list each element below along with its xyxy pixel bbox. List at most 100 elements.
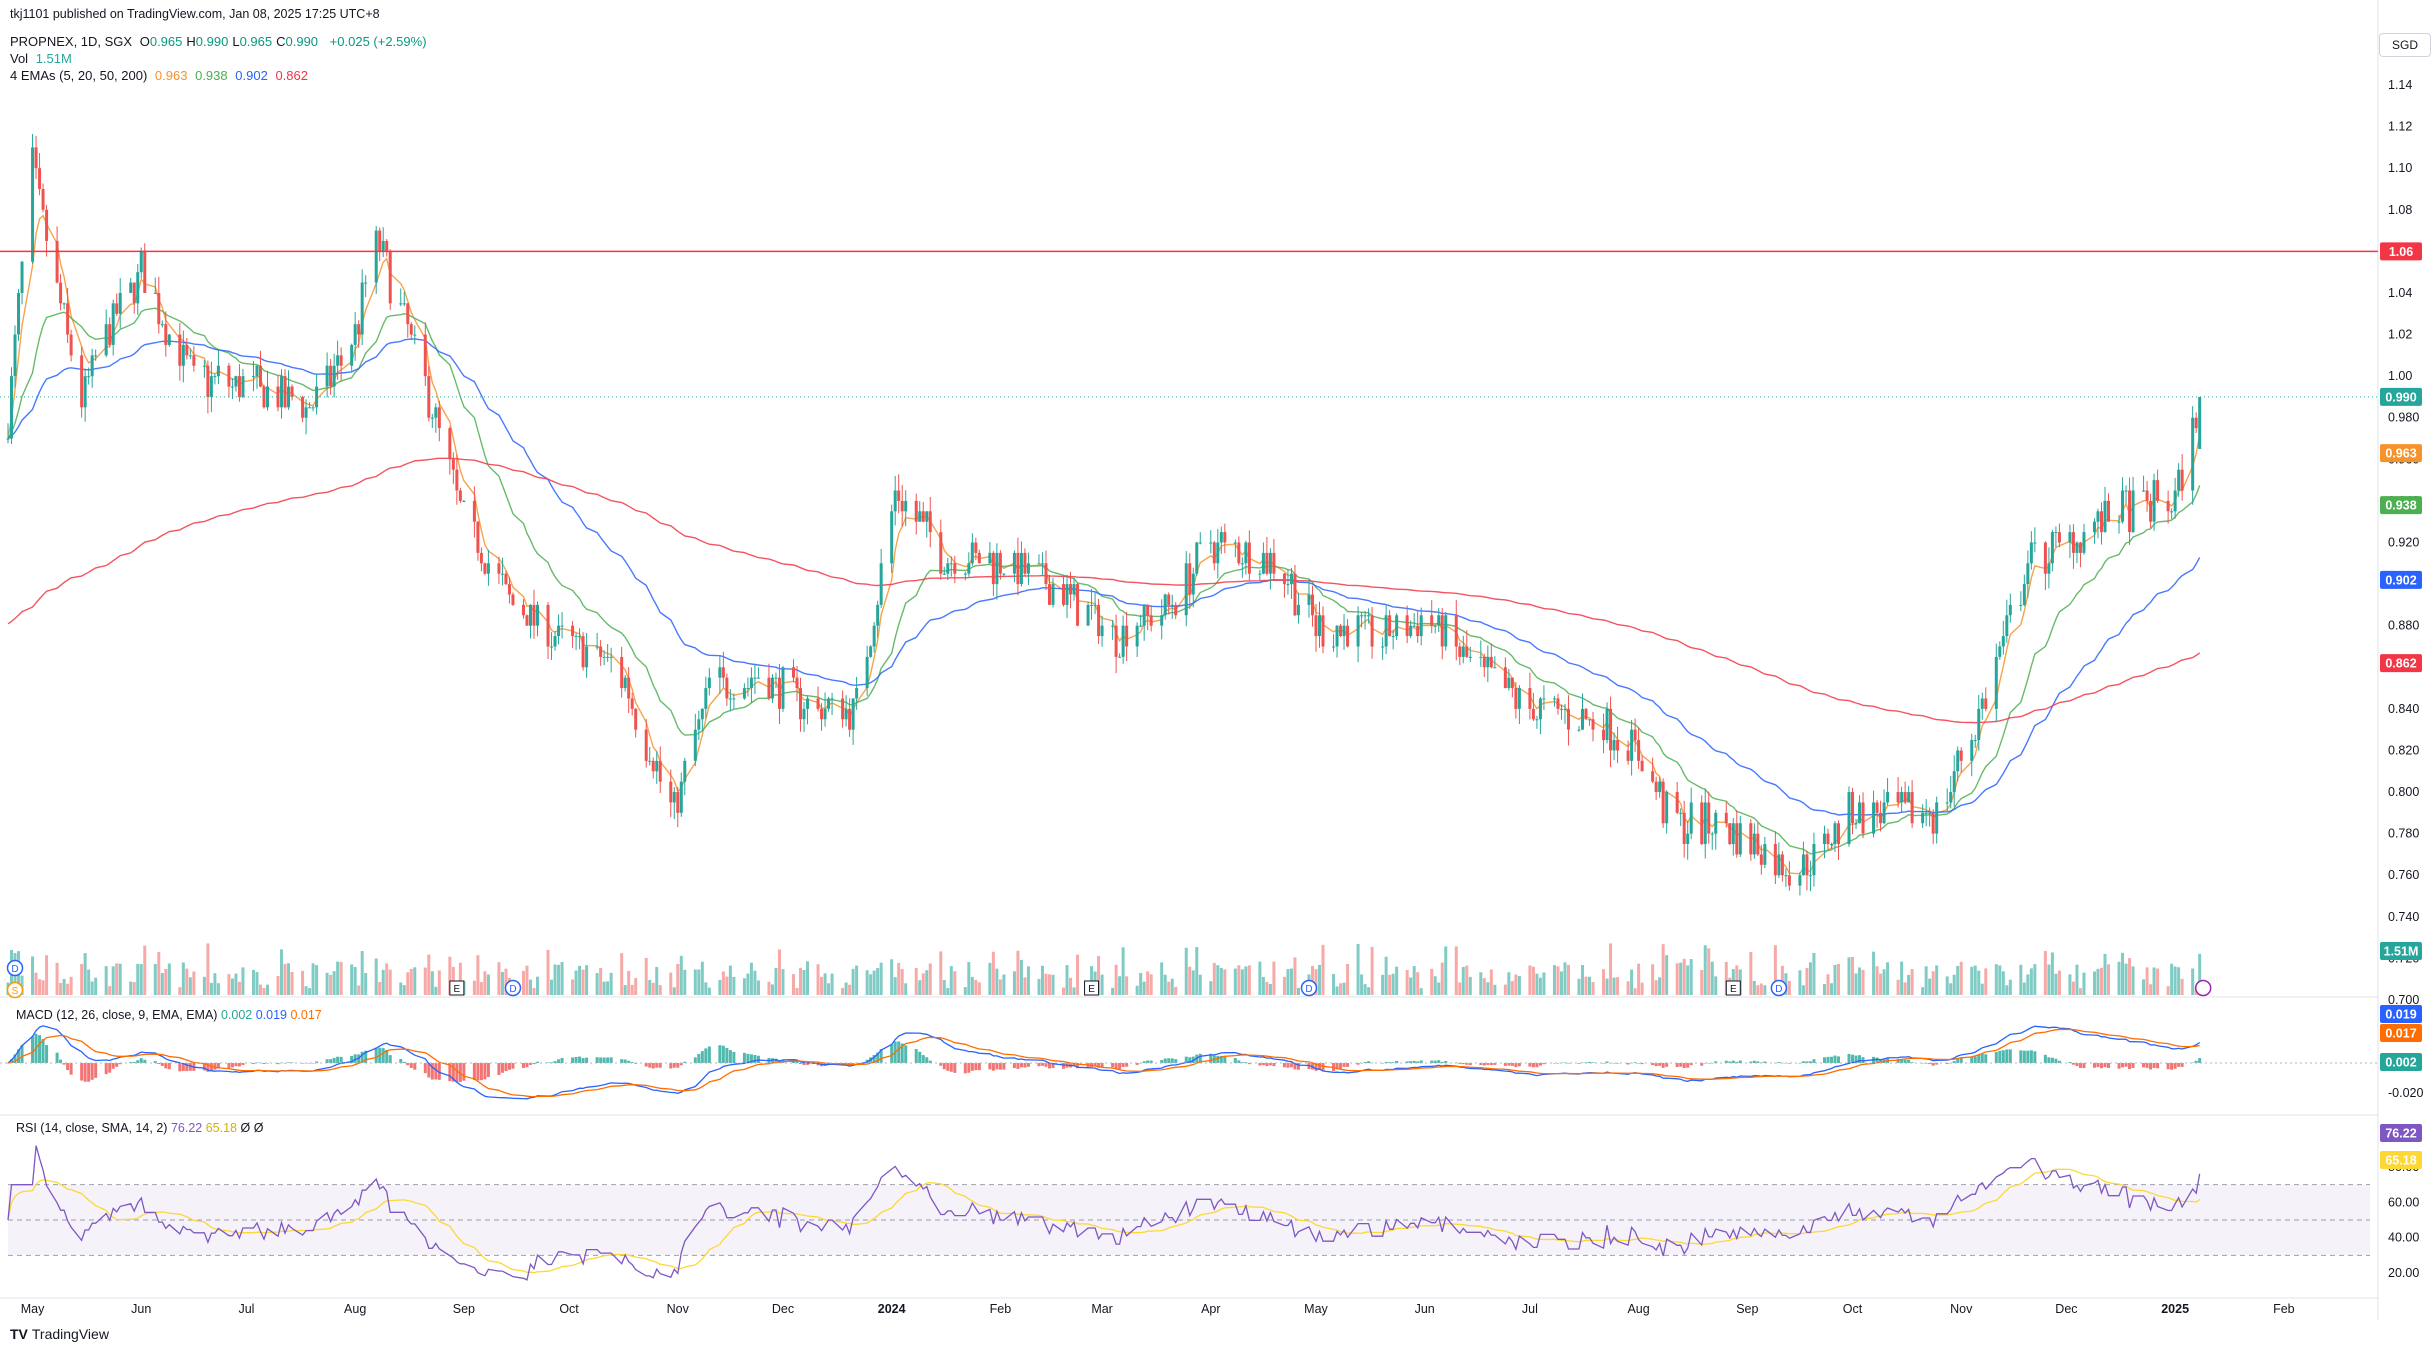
macd-histogram-bar	[1675, 1063, 1679, 1067]
tradingview-logo[interactable]: TV TradingView	[10, 1326, 109, 1342]
volume-bar	[1735, 965, 1739, 995]
macd-histogram-bar	[683, 1061, 687, 1063]
price-tick-label: 0.920	[2388, 536, 2419, 550]
macd-histogram-bar	[462, 1063, 466, 1081]
macd-histogram-bar	[1062, 1063, 1066, 1069]
candle-body	[1339, 625, 1343, 637]
volume-bar	[820, 976, 824, 995]
macd-histogram-bar	[339, 1056, 343, 1063]
macd-histogram-bar	[1566, 1063, 1570, 1064]
candle-body	[1928, 812, 1932, 814]
candle-body	[683, 760, 687, 782]
candle-body	[2033, 542, 2037, 544]
volume-bar	[1756, 985, 1760, 995]
macd-histogram-bar	[1076, 1063, 1080, 1069]
rsi-legend: RSI (14, close, SMA, 14, 2) 76.22 65.18 …	[16, 1121, 263, 1135]
macd-histogram-bar	[178, 1063, 182, 1072]
macd-histogram-bar	[2078, 1063, 2082, 1068]
volume-bar	[1454, 946, 1458, 995]
ohlc-key-o: O	[139, 34, 150, 49]
ohlc-value-o: 0.965	[149, 34, 183, 49]
macd-histogram-bar	[1805, 1061, 1809, 1063]
candle-body	[483, 563, 487, 574]
volume-bar	[1949, 983, 1953, 995]
candle-body	[1040, 563, 1044, 565]
macd-histogram-bar	[308, 1063, 312, 1064]
macd-signal-value: 0.017	[290, 1008, 322, 1022]
candle-body	[620, 656, 624, 689]
macd-histogram-bar	[2152, 1063, 2156, 1068]
candle-body	[599, 646, 603, 657]
volume-bar	[879, 962, 883, 995]
candle-body	[725, 677, 729, 699]
ema20-value: 0.938	[195, 68, 228, 83]
macd-histogram-bar	[1528, 1063, 1532, 1067]
volume-bar	[1773, 945, 1777, 995]
macd-histogram-bar	[1339, 1063, 1343, 1069]
candle-body	[1738, 823, 1742, 855]
macd-histogram-bar	[1040, 1063, 1044, 1066]
candle-body	[1584, 708, 1588, 720]
price-tick-label: 0.880	[2388, 619, 2419, 633]
candle-body	[388, 251, 392, 304]
volume-bar	[2142, 979, 2146, 995]
volume-bar	[634, 978, 638, 995]
macd-histogram-bar	[364, 1050, 368, 1063]
volume-bar	[423, 967, 427, 995]
volume-bar	[1640, 982, 1644, 995]
candle-body	[2198, 396, 2202, 449]
volume-bar	[1679, 962, 1683, 995]
macd-histogram-bar	[458, 1063, 462, 1082]
candle-body	[2099, 511, 2103, 533]
currency-button[interactable]: SGD	[2379, 33, 2431, 57]
macd-histogram-bar	[1686, 1063, 1690, 1068]
volume-bar	[767, 981, 771, 995]
macd-histogram-bar	[185, 1063, 189, 1072]
volume-bar	[795, 987, 799, 995]
candle-body	[378, 230, 382, 252]
volume-bar	[357, 985, 361, 995]
volume-bar	[1097, 956, 1101, 995]
volume-bar	[1903, 982, 1907, 995]
macd-histogram-bar	[1851, 1054, 1855, 1063]
macd-histogram-bar	[897, 1041, 901, 1063]
macd-tag: 0.019	[2385, 1008, 2416, 1022]
candle-body	[827, 698, 831, 709]
macd-histogram-bar	[2005, 1049, 2009, 1063]
volume-bar	[644, 957, 648, 995]
rsi-tick-label: 20.00	[2388, 1266, 2419, 1280]
volume-bar	[1265, 981, 1269, 995]
volume-bar	[479, 982, 483, 995]
macd-histogram-bar	[627, 1060, 631, 1063]
candle-body	[1454, 615, 1458, 647]
macd-histogram-bar	[1233, 1058, 1237, 1063]
macd-histogram-bar	[1535, 1063, 1539, 1068]
volume-bar	[1163, 974, 1167, 995]
candle-body	[872, 625, 876, 647]
dividend-marker	[504, 979, 522, 997]
candle-body	[1735, 823, 1739, 855]
volume-bar	[1416, 972, 1420, 995]
rsi-null-1: Ø	[240, 1121, 251, 1135]
macd-histogram-bar	[427, 1063, 431, 1078]
macd-histogram-bar	[1581, 1062, 1585, 1064]
volume-bar	[630, 984, 634, 995]
macd-histogram-bar	[939, 1063, 943, 1066]
candle-body	[308, 407, 312, 409]
volume-bar	[1342, 982, 1346, 995]
candle-body	[791, 667, 795, 678]
candle-body	[1689, 802, 1693, 834]
macd-histogram-bar	[1945, 1063, 1949, 1064]
volume-bar	[2131, 966, 2135, 995]
macd-histogram-bar	[1391, 1062, 1395, 1063]
candle-body	[230, 386, 234, 388]
symbol-name[interactable]: PROPNEX, 1D, SGX	[10, 34, 133, 49]
macd-histogram-bar	[10, 1059, 14, 1063]
macd-histogram-bar	[998, 1063, 1002, 1070]
macd-histogram-bar	[949, 1063, 953, 1072]
ohlc-key-h: H	[186, 34, 196, 49]
candle-body	[251, 376, 255, 378]
macd-histogram-bar	[1977, 1054, 1981, 1063]
volume-bar	[45, 955, 49, 995]
